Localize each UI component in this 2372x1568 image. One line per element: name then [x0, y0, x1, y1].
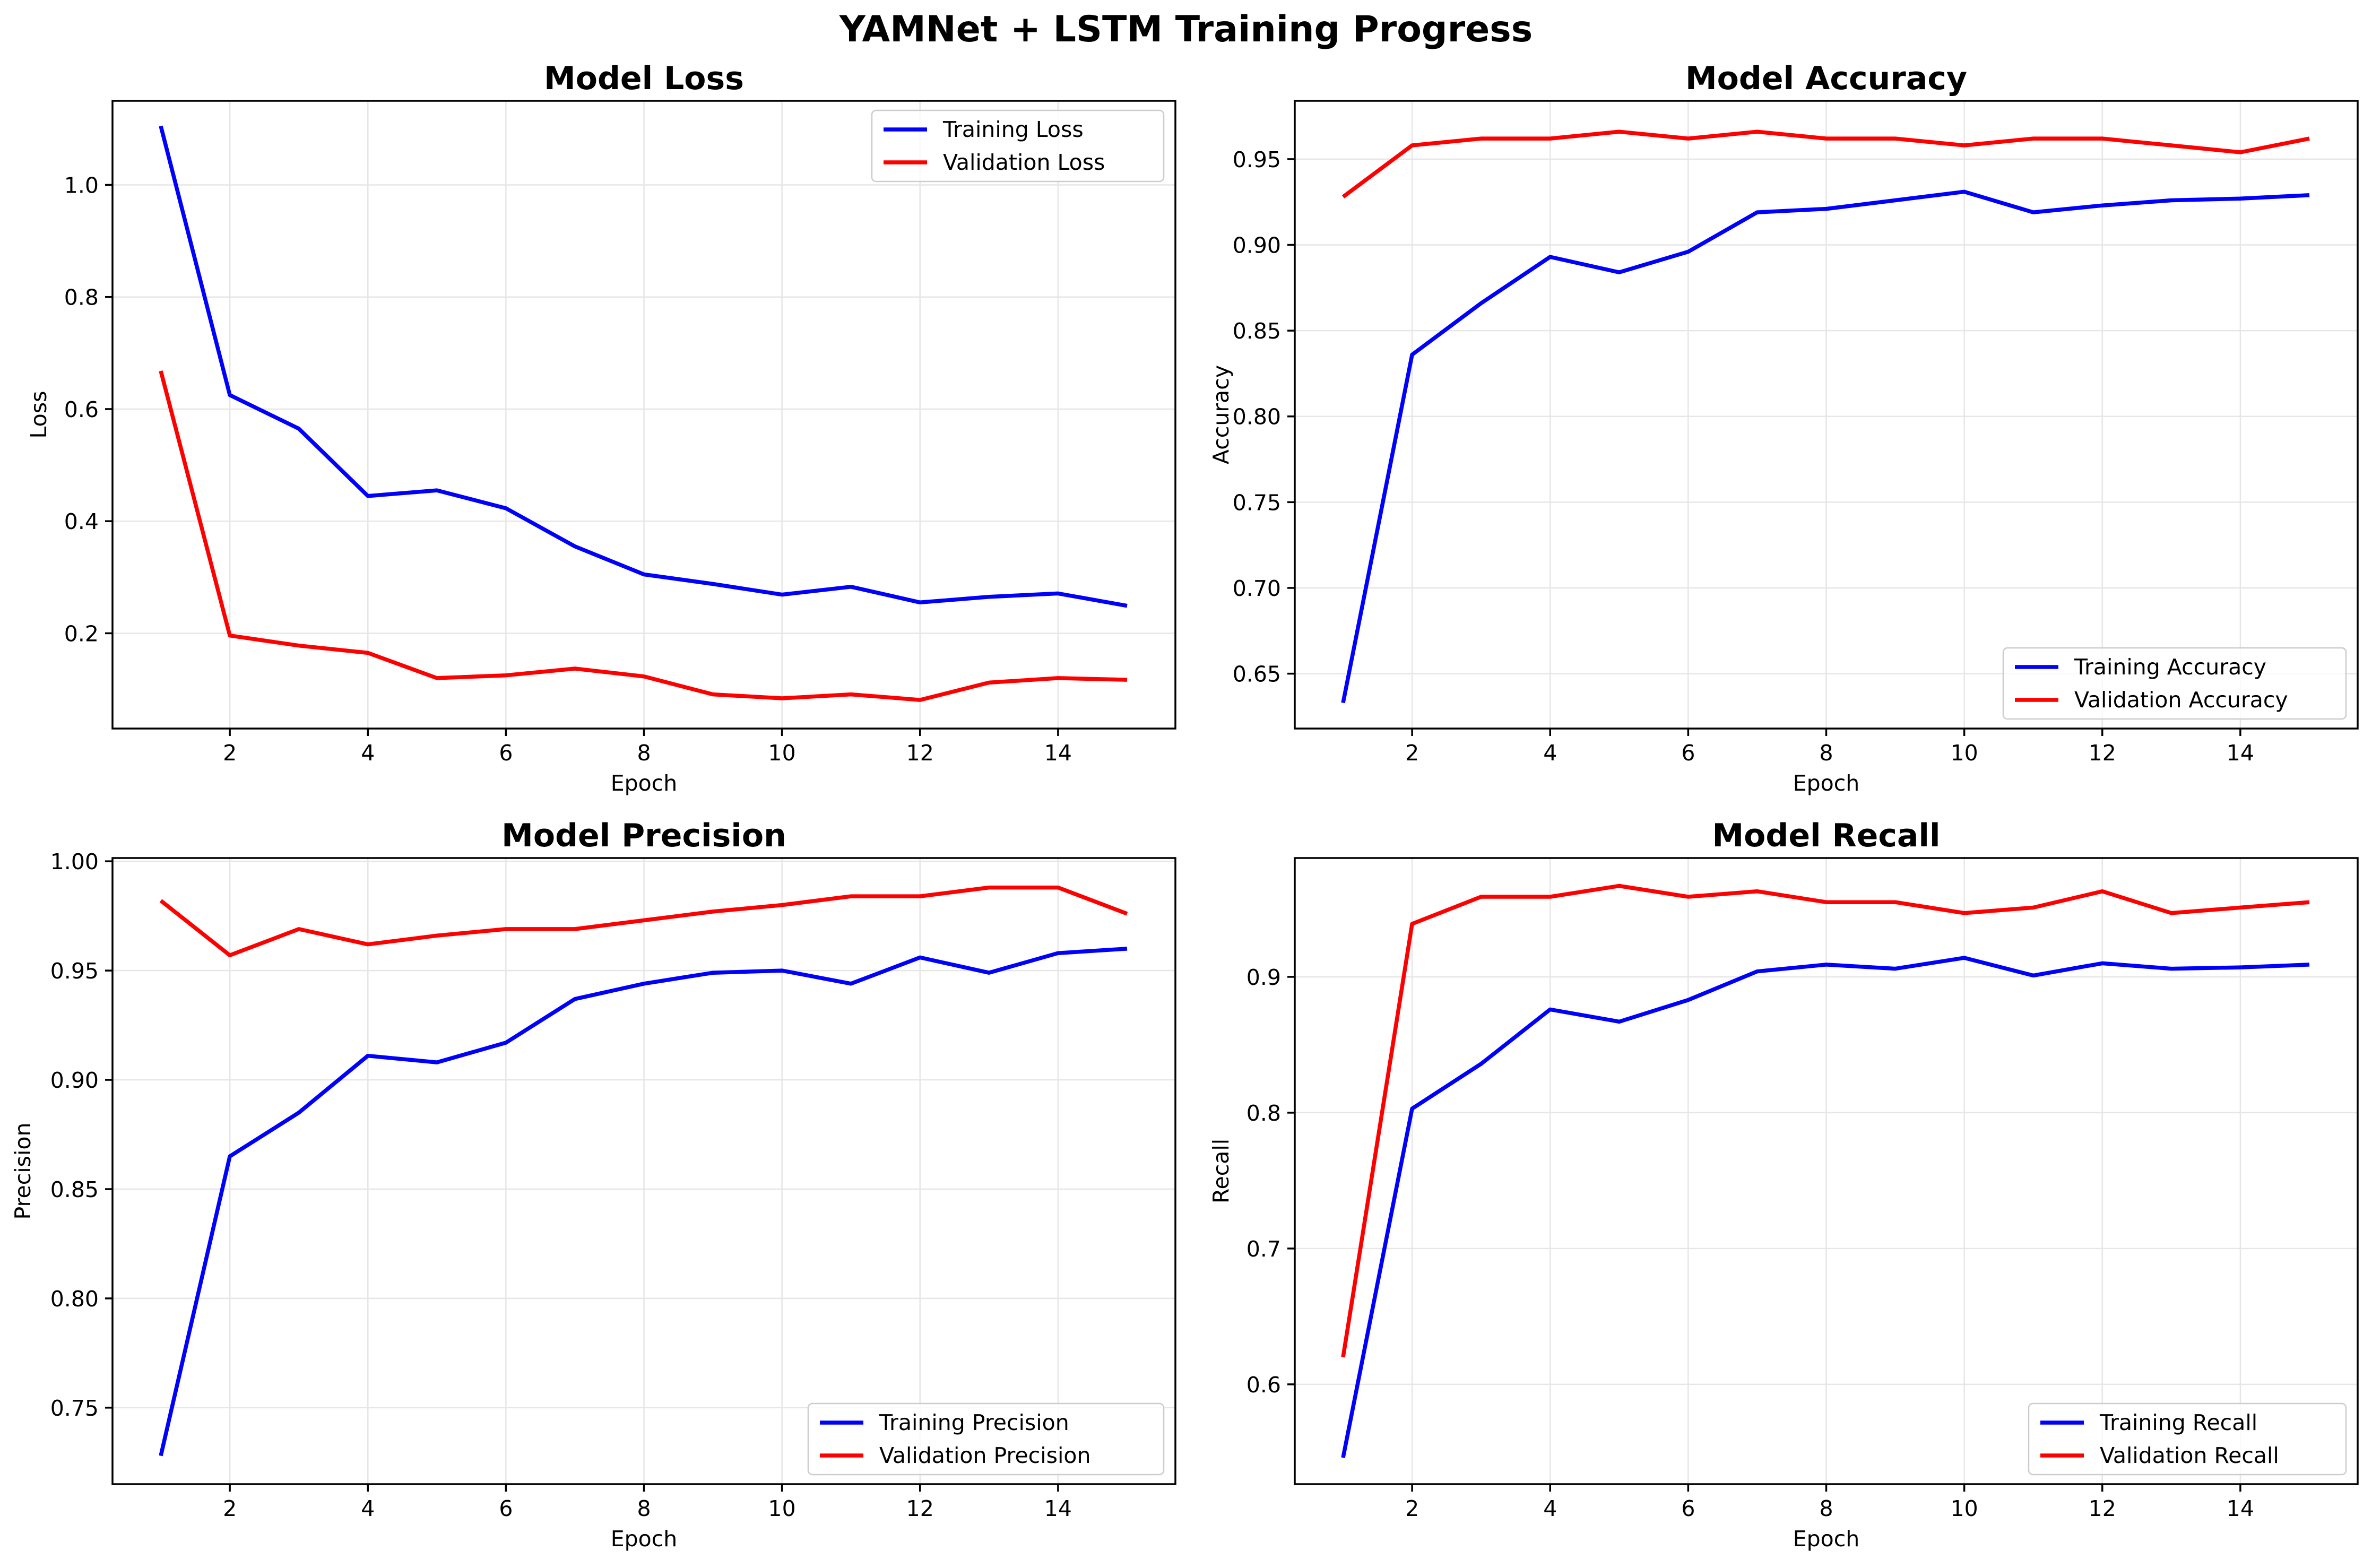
precision-x-tick-label: 14 — [1044, 1496, 1072, 1521]
loss-x-tick-label: 6 — [499, 740, 513, 766]
accuracy-series-validation-accuracy — [1341, 129, 2310, 199]
recall-grid — [1295, 858, 2358, 1484]
recall-legend-frame — [2028, 1402, 2347, 1476]
recall-x-tick-label: 4 — [1543, 1496, 1557, 1521]
loss-series-training-loss — [159, 125, 1128, 608]
precision-y-tick-label: 0.90 — [50, 1068, 99, 1093]
accuracy-y-tick-label: 0.75 — [1233, 490, 1281, 515]
loss-x-tick-label: 4 — [361, 740, 375, 766]
accuracy-panel-title: Model Accuracy — [1685, 60, 1967, 97]
loss-legend-label: Validation Loss — [943, 150, 1105, 175]
precision-series-validation-precision — [159, 885, 1128, 958]
loss-y-tick-label: 0.8 — [64, 285, 99, 310]
precision-x-tick-label: 10 — [768, 1496, 796, 1521]
recall-x-axis-label: Epoch — [1793, 1526, 1860, 1552]
precision-y-tick-label: 0.85 — [50, 1177, 99, 1202]
accuracy-legend-frame — [2002, 647, 2347, 720]
precision-y-axis-label: Precision — [10, 1123, 36, 1220]
precision-panel-title: Model Precision — [501, 817, 786, 854]
accuracy-series-training-accuracy — [1341, 189, 2310, 704]
loss-y-tick-label: 0.6 — [64, 397, 99, 422]
accuracy-y-tick-label: 0.80 — [1233, 404, 1281, 430]
accuracy-x-tick-label: 4 — [1543, 740, 1557, 766]
loss-y-tick-label: 0.4 — [64, 509, 99, 534]
recall-y-axis-label: Recall — [1208, 1139, 1234, 1203]
precision-x-tick-label: 4 — [361, 1496, 375, 1521]
accuracy-y-tick-label: 0.90 — [1233, 233, 1281, 258]
recall-y-tick-label: 0.7 — [1246, 1236, 1281, 1262]
precision-y-tick-label: 0.75 — [50, 1396, 99, 1421]
precision-y-tick-label: 1.00 — [50, 849, 99, 874]
recall-legend-label: Training Recall — [2099, 1410, 2257, 1435]
precision-legend: Training Precision Validation Precision — [807, 1402, 1165, 1476]
recall-x-tick-label: 2 — [1405, 1496, 1419, 1521]
precision-x-tick-label: 8 — [637, 1496, 651, 1521]
loss-panel: Model Loss Epoch Loss 2 4 6 8 10 12 14 0.2 0.4 0.… — [26, 60, 1176, 796]
loss-grid — [112, 101, 1175, 729]
loss-y-tick-label: 1.0 — [64, 172, 99, 198]
precision-legend-frame — [807, 1402, 1165, 1476]
loss-y-tick-label: 0.2 — [64, 621, 99, 646]
loss-series-validation-loss — [159, 370, 1128, 702]
recall-series-validation-recall — [1341, 883, 2310, 1358]
accuracy-x-axis-label: Epoch — [1793, 770, 1860, 796]
figure-title: YAMNet + LSTM Training Progress — [839, 8, 1533, 50]
loss-y-axis-label: Loss — [26, 391, 51, 439]
accuracy-x-tick-label: 14 — [2227, 740, 2254, 766]
accuracy-y-tick-label: 0.95 — [1233, 147, 1281, 172]
precision-x-tick-label: 12 — [906, 1496, 934, 1521]
precision-legend-label: Validation Precision — [879, 1443, 1090, 1468]
loss-legend-label: Training Loss — [942, 117, 1084, 142]
accuracy-panel: Model Accuracy Epoch Accuracy 2 4 6 8 10 12 14… — [1208, 60, 2359, 796]
recall-legend: Training Recall Validation Recall — [2028, 1402, 2347, 1476]
recall-y-tick-label: 0.6 — [1246, 1372, 1281, 1398]
accuracy-legend-label: Training Accuracy — [2074, 654, 2266, 680]
accuracy-y-axis-label: Accuracy — [1208, 365, 1234, 464]
recall-panel: Model Recall Epoch Recall 2 4 6 8 10 12 14 0.6 0… — [1208, 817, 2359, 1552]
accuracy-x-tick-label: 12 — [2089, 740, 2116, 766]
loss-legend-frame — [871, 109, 1165, 183]
recall-y-tick-label: 0.9 — [1246, 965, 1281, 990]
precision-series-training-precision — [159, 947, 1128, 1457]
accuracy-legend: Training Accuracy Validation Accuracy — [2002, 647, 2347, 720]
precision-y-tick-label: 0.95 — [50, 958, 99, 984]
precision-x-tick-label: 6 — [499, 1496, 513, 1521]
loss-x-tick-label: 10 — [768, 740, 796, 766]
accuracy-y-tick-label: 0.85 — [1233, 318, 1281, 344]
recall-x-tick-label: 6 — [1681, 1496, 1695, 1521]
loss-x-tick-label: 8 — [637, 740, 651, 766]
recall-series-training-recall — [1341, 956, 2310, 1458]
loss-x-tick-label: 2 — [223, 740, 237, 766]
accuracy-y-tick-label: 0.65 — [1233, 662, 1281, 687]
loss-x-tick-label: 14 — [1044, 740, 1072, 766]
loss-panel-title: Model Loss — [544, 60, 744, 97]
accuracy-x-tick-label: 10 — [1951, 740, 1978, 766]
accuracy-x-tick-label: 8 — [1819, 740, 1833, 766]
recall-x-tick-label: 12 — [2089, 1496, 2116, 1521]
recall-x-tick-label: 8 — [1819, 1496, 1833, 1521]
accuracy-legend-label: Validation Accuracy — [2074, 687, 2288, 713]
precision-x-tick-label: 2 — [223, 1496, 237, 1521]
accuracy-x-tick-label: 6 — [1681, 740, 1695, 766]
recall-legend-label: Validation Recall — [2100, 1443, 2279, 1468]
accuracy-y-tick-label: 0.70 — [1233, 576, 1281, 601]
recall-x-tick-label: 10 — [1951, 1496, 1978, 1521]
loss-x-axis-label: Epoch — [611, 770, 678, 796]
loss-legend: Training Loss Validation Loss — [871, 109, 1165, 183]
precision-panel: Model Precision Epoch Precision 2 4 6 8 10 12… — [10, 817, 1176, 1552]
recall-y-tick-label: 0.8 — [1246, 1101, 1281, 1126]
recall-x-tick-label: 14 — [2227, 1496, 2254, 1521]
recall-panel-title: Model Recall — [1712, 817, 1940, 854]
accuracy-x-tick-label: 2 — [1405, 740, 1419, 766]
precision-x-axis-label: Epoch — [611, 1526, 678, 1552]
loss-x-tick-label: 12 — [906, 740, 934, 766]
precision-y-tick-label: 0.80 — [50, 1286, 99, 1312]
accuracy-grid — [1295, 101, 2358, 729]
precision-legend-label: Training Precision — [879, 1410, 1069, 1435]
